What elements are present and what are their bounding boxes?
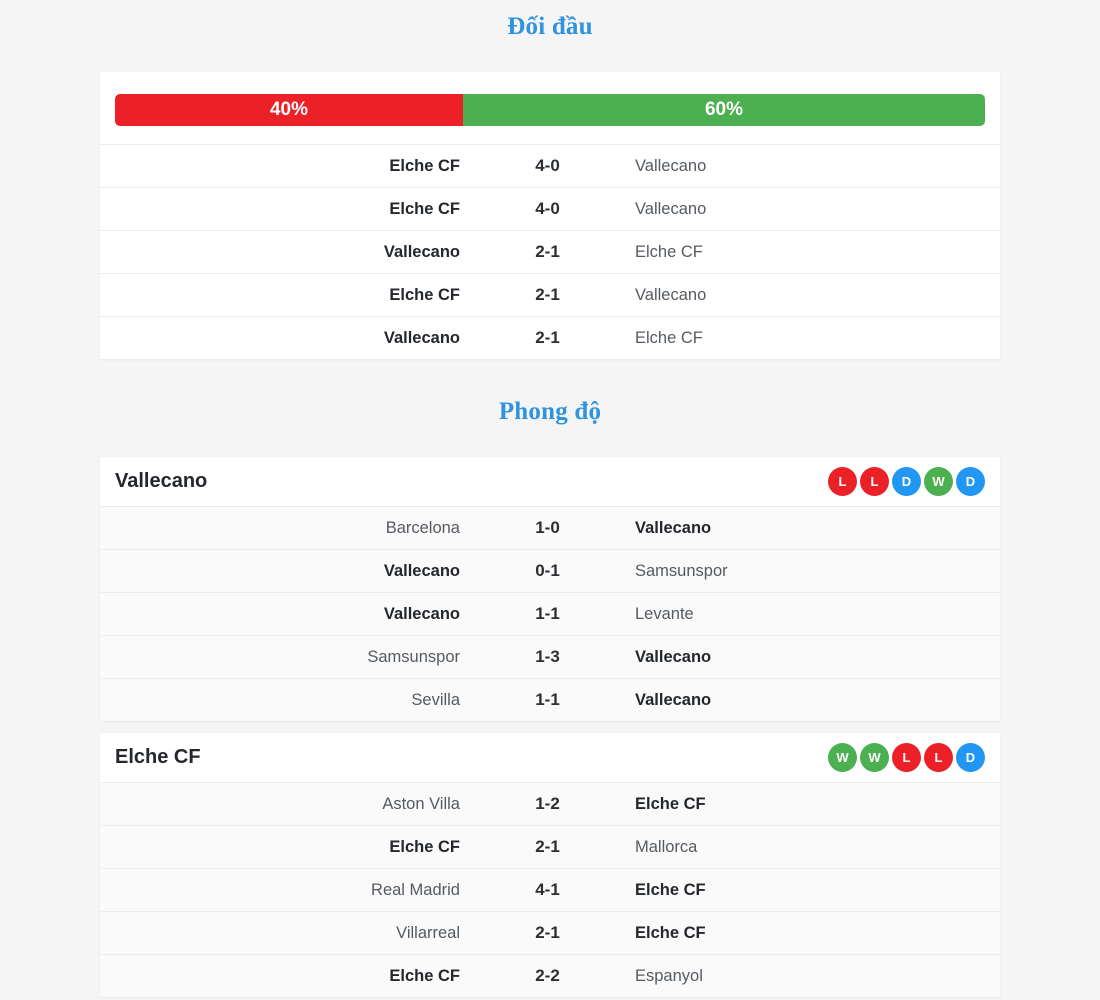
- table-row[interactable]: Elche CF 4-0 Vallecano: [100, 187, 1000, 230]
- table-row[interactable]: Aston Villa 1-2 Elche CF: [100, 782, 1000, 825]
- spacer: [0, 359, 1100, 389]
- match-away-team: Vallecano: [635, 199, 707, 218]
- match-score: 4-1: [535, 880, 560, 899]
- match-score: 4-0: [535, 156, 560, 175]
- match-away-team: Elche CF: [635, 880, 706, 899]
- match-away-team: Vallecano: [635, 518, 712, 537]
- match-home-team: Vallecano: [383, 561, 460, 580]
- table-row[interactable]: Elche CF 2-1 Vallecano: [100, 273, 1000, 316]
- match-away-team: Elche CF: [635, 328, 703, 347]
- match-home-team: Vallecano: [383, 328, 460, 347]
- h2h-win-ratio-bar-wrap: 40% 60%: [100, 72, 1000, 144]
- match-home-team: Sevilla: [411, 690, 460, 709]
- form-match-list: Barcelona 1-0 Vallecano Vallecano 0-1 Samsuns…: [100, 506, 1000, 721]
- table-row[interactable]: Elche CF 4-0 Vallecano: [100, 144, 1000, 187]
- form-teams-container: Vallecano L L D W D Barcelona 1-0 Vallecano Valle…: [0, 457, 1100, 997]
- form-result-badge-w[interactable]: W: [828, 743, 857, 772]
- h2h-match-list: Elche CF 4-0 Vallecano Elche CF 4-0 Vallecano…: [100, 144, 1000, 359]
- match-away-team: Levante: [635, 604, 694, 623]
- match-home-team: Elche CF: [389, 199, 460, 218]
- form-result-badge-w[interactable]: W: [860, 743, 889, 772]
- form-result-badge-l[interactable]: L: [828, 467, 857, 496]
- table-row[interactable]: Vallecano 2-1 Elche CF: [100, 316, 1000, 359]
- spacer: [0, 42, 1100, 72]
- match-score: 2-1: [535, 242, 560, 261]
- table-row[interactable]: Vallecano 1-1 Levante: [100, 592, 1000, 635]
- form-section-title: Phong độ: [498, 398, 602, 425]
- form-team-card: Elche CF W W L L D Aston Villa 1-2 Elche CF Elche…: [100, 733, 1000, 997]
- match-home-team: Barcelona: [385, 518, 460, 537]
- h2h-bar-segment-left: 40%: [115, 94, 463, 126]
- match-score: 2-1: [535, 837, 560, 856]
- match-score: 2-1: [535, 328, 560, 347]
- form-result-badge-l[interactable]: L: [892, 743, 921, 772]
- match-score: 2-1: [535, 285, 560, 304]
- form-team-header: Vallecano L L D W D: [100, 457, 1000, 506]
- match-home-team: Elche CF: [389, 285, 460, 304]
- table-row[interactable]: Real Madrid 4-1 Elche CF: [100, 868, 1000, 911]
- form-team-card: Vallecano L L D W D Barcelona 1-0 Vallecano Valle…: [100, 457, 1000, 721]
- table-row[interactable]: Villarreal 2-1 Elche CF: [100, 911, 1000, 954]
- h2h-win-ratio-bar: 40% 60%: [115, 94, 985, 126]
- form-result-badge-d[interactable]: D: [956, 743, 985, 772]
- table-row[interactable]: Vallecano 0-1 Samsunspor: [100, 549, 1000, 592]
- spacer: [0, 721, 1100, 733]
- form-result-badge-l[interactable]: L: [924, 743, 953, 772]
- match-away-team: Vallecano: [635, 647, 712, 666]
- match-home-team: Samsunspor: [367, 647, 460, 666]
- h2h-section-title: Đối đầu: [507, 13, 593, 40]
- match-away-team: Vallecano: [635, 285, 707, 304]
- match-score: 2-1: [535, 923, 560, 942]
- match-away-team: Elche CF: [635, 794, 706, 813]
- form-team-name: Elche CF: [115, 746, 201, 768]
- match-home-team: Aston Villa: [382, 794, 460, 813]
- form-match-list: Aston Villa 1-2 Elche CF Elche CF 2-1 Mallorc…: [100, 782, 1000, 997]
- match-away-team: Samsunspor: [635, 561, 728, 580]
- match-home-team: Elche CF: [389, 966, 460, 985]
- match-home-team: Villarreal: [396, 923, 460, 942]
- match-home-team: Elche CF: [389, 837, 460, 856]
- match-home-team: Real Madrid: [371, 880, 460, 899]
- match-score: 1-2: [535, 794, 560, 813]
- match-score: 1-0: [535, 518, 560, 537]
- match-home-team: Vallecano: [383, 242, 460, 261]
- match-home-team: Elche CF: [389, 156, 460, 175]
- form-team-name: Vallecano: [115, 470, 208, 492]
- match-home-team: Vallecano: [383, 604, 460, 623]
- table-row[interactable]: Samsunspor 1-3 Vallecano: [100, 635, 1000, 678]
- form-result-badge-l[interactable]: L: [860, 467, 889, 496]
- match-away-team: Espanyol: [635, 966, 703, 985]
- form-result-badge-w[interactable]: W: [924, 467, 953, 496]
- match-score: 1-1: [535, 690, 560, 709]
- table-row[interactable]: Sevilla 1-1 Vallecano: [100, 678, 1000, 721]
- match-score: 1-1: [535, 604, 560, 623]
- match-away-team: Vallecano: [635, 690, 712, 709]
- match-score: 1-3: [535, 647, 560, 666]
- match-away-team: Elche CF: [635, 242, 703, 261]
- match-away-team: Vallecano: [635, 156, 707, 175]
- table-row[interactable]: Elche CF 2-2 Espanyol: [100, 954, 1000, 997]
- form-result-badge-d[interactable]: D: [892, 467, 921, 496]
- match-away-team: Elche CF: [635, 923, 706, 942]
- match-score: 4-0: [535, 199, 560, 218]
- h2h-bar-segment-right: 60%: [463, 94, 985, 126]
- table-row[interactable]: Elche CF 2-1 Mallorca: [100, 825, 1000, 868]
- table-row[interactable]: Vallecano 2-1 Elche CF: [100, 230, 1000, 273]
- spacer: [0, 427, 1100, 457]
- match-score: 0-1: [535, 561, 560, 580]
- form-result-badge-d[interactable]: D: [956, 467, 985, 496]
- table-row[interactable]: Barcelona 1-0 Vallecano: [100, 506, 1000, 549]
- match-away-team: Mallorca: [635, 837, 698, 856]
- form-team-header: Elche CF W W L L D: [100, 733, 1000, 782]
- match-score: 2-2: [535, 966, 560, 985]
- h2h-card: 40% 60% Elche CF 4-0 Vallecano Elche CF 4-0 V…: [100, 72, 1000, 359]
